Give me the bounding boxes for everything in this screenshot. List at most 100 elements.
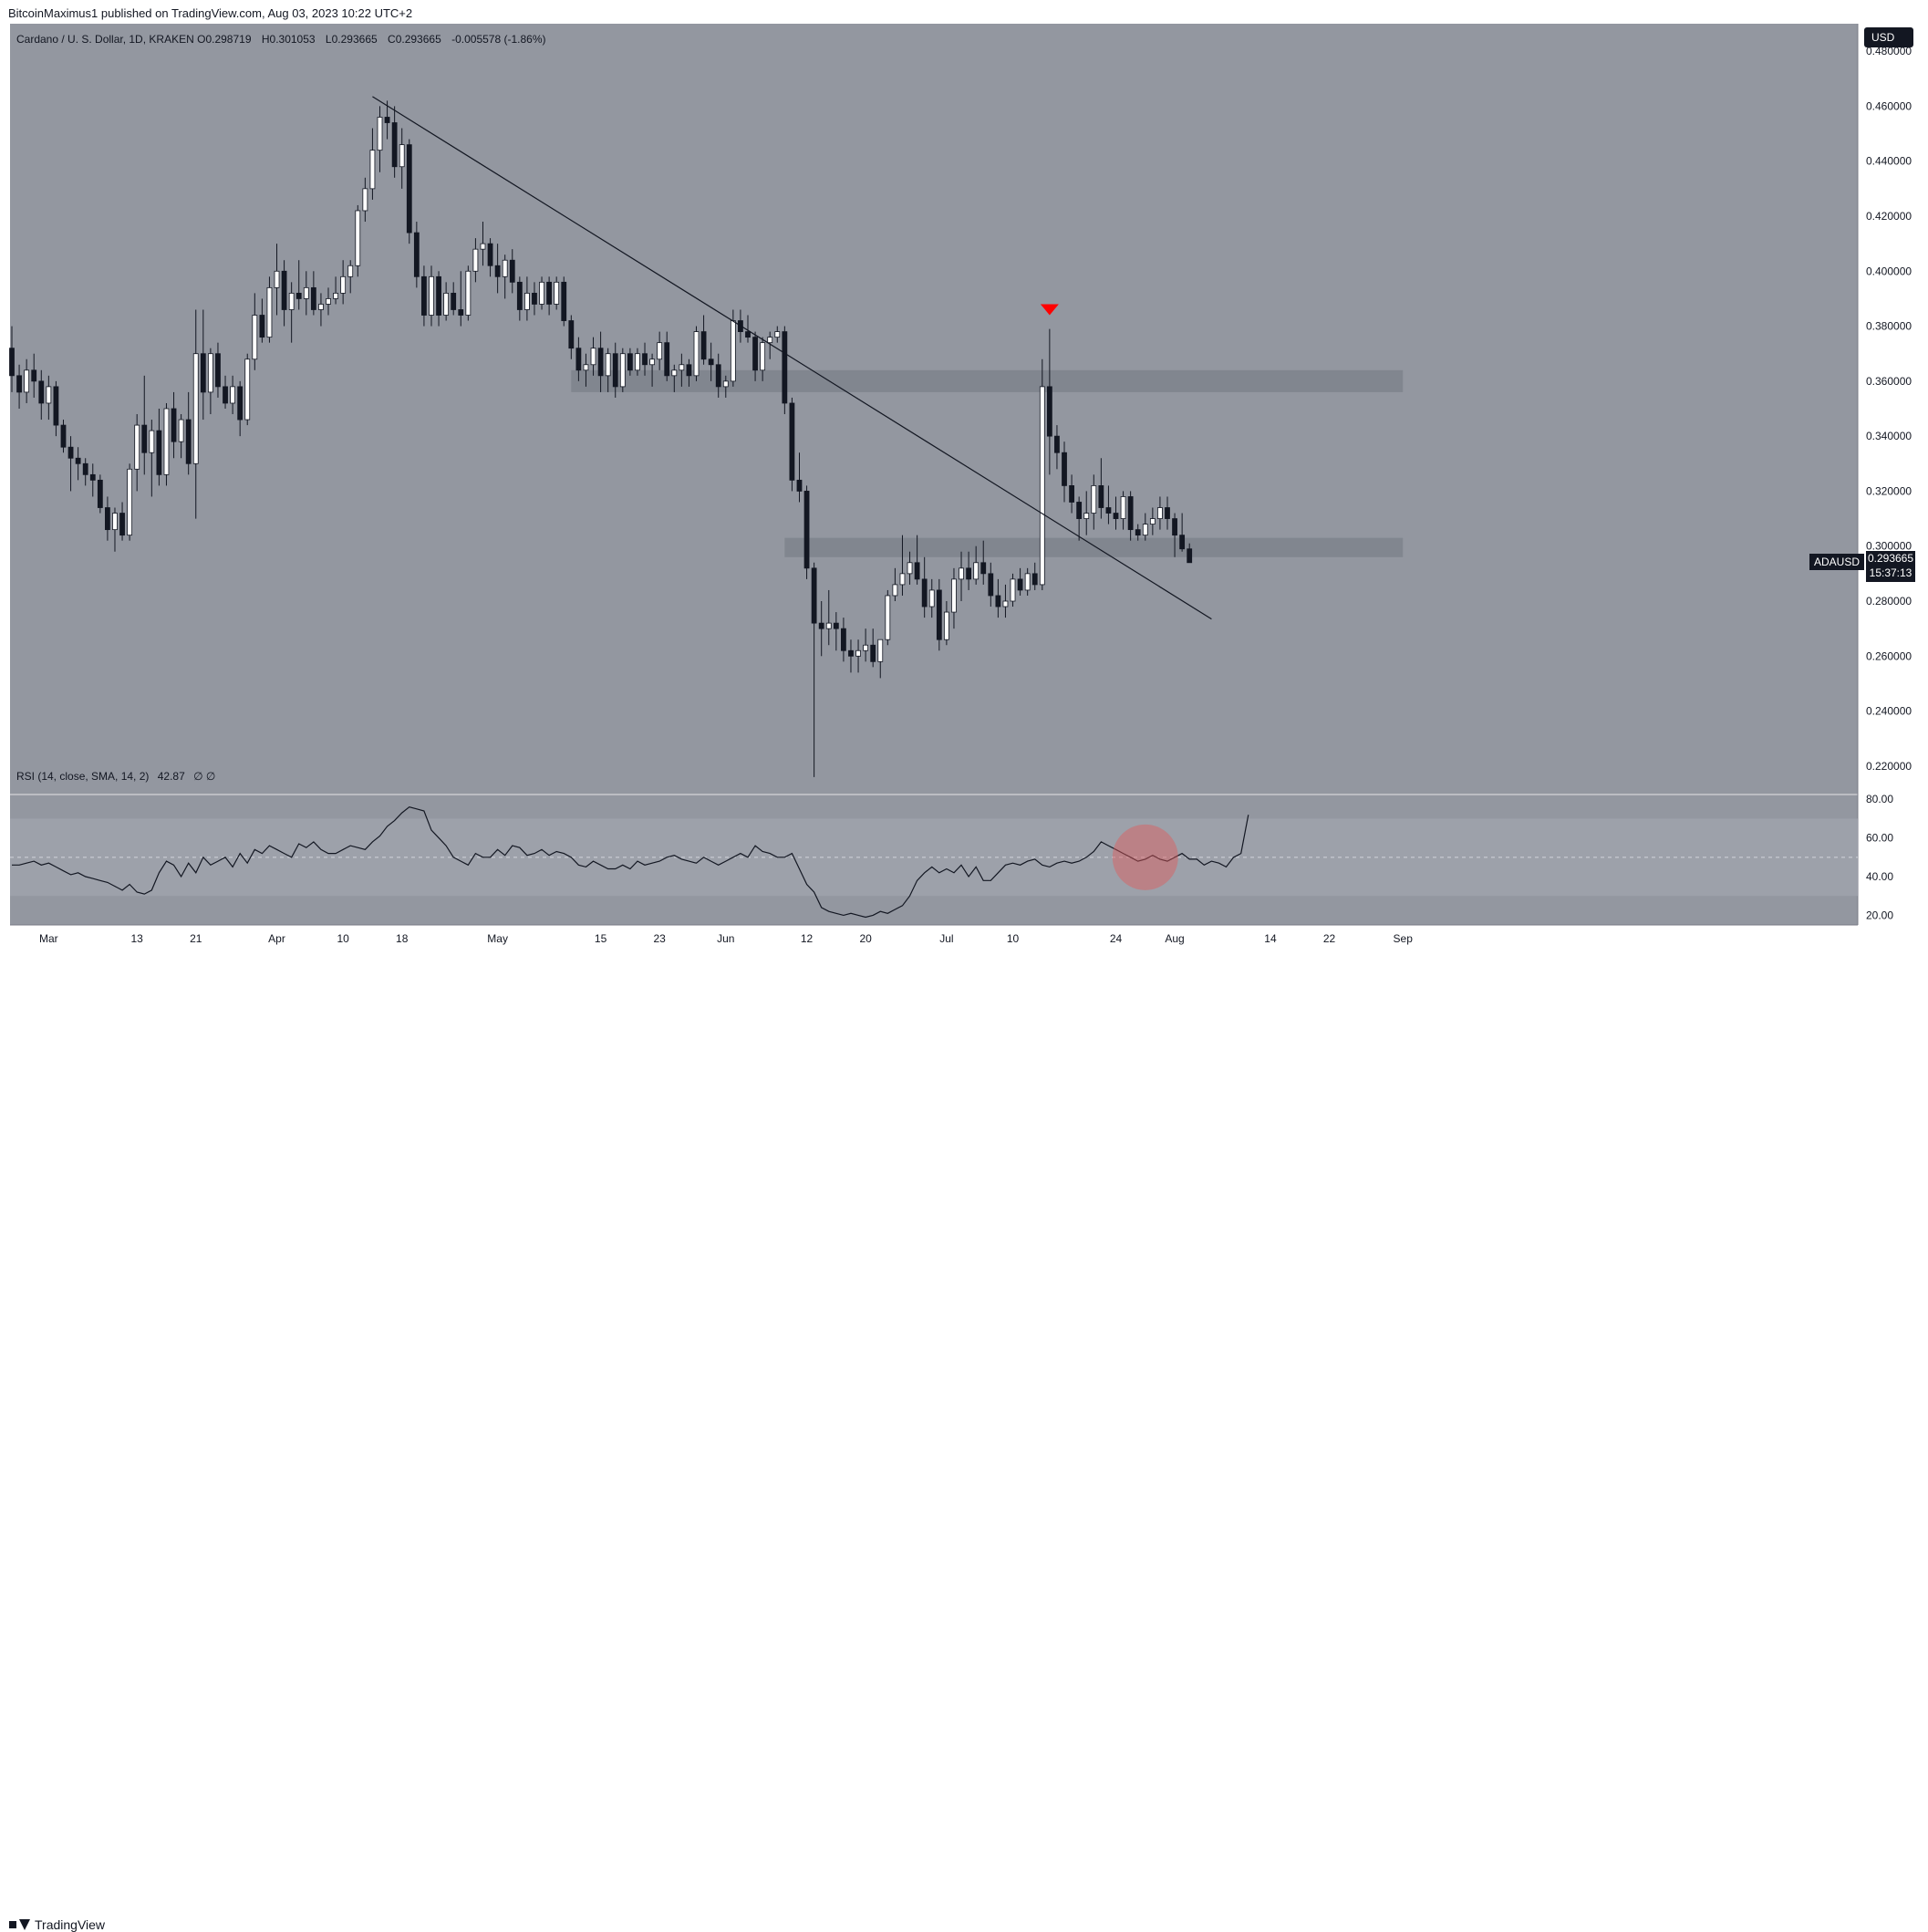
candle-body [244, 358, 251, 421]
candle [760, 337, 766, 381]
candle-body [163, 408, 170, 475]
rsi-tick-label: 40.00 [1866, 870, 1893, 883]
candle [340, 260, 347, 305]
candle-body [502, 259, 508, 277]
candle [369, 128, 376, 200]
candle-body [1002, 600, 1009, 608]
candle-body [760, 342, 766, 371]
candle-body [149, 430, 155, 453]
candle [988, 562, 994, 608]
candle-body [9, 348, 15, 377]
candle-body [546, 281, 553, 305]
candle [413, 222, 420, 288]
candle-body [75, 457, 81, 464]
candle [458, 271, 464, 327]
candle [708, 342, 714, 381]
price-tick-label: 0.360000 [1866, 375, 1912, 388]
candle [185, 391, 192, 475]
candle [399, 128, 405, 189]
candle [597, 331, 604, 392]
candle [53, 380, 59, 437]
candle [391, 106, 398, 178]
candle [943, 601, 949, 646]
candle [288, 282, 295, 343]
candle-body [959, 567, 964, 580]
candle [590, 337, 596, 376]
candle-body [936, 589, 942, 640]
candle-body [31, 369, 37, 382]
candle [89, 463, 96, 497]
rsi-tick-label: 60.00 [1866, 832, 1893, 845]
candle-body [612, 353, 618, 388]
candle [127, 463, 133, 541]
candle-body [767, 337, 773, 344]
published-header: BitcoinMaximus1 published on TradingView… [0, 0, 1928, 24]
candle-body [127, 468, 133, 536]
candle [561, 276, 567, 327]
candle [141, 375, 148, 475]
time-tick-label: May [487, 932, 508, 945]
candle-body [1149, 518, 1156, 525]
candle-body [796, 479, 803, 492]
rsi-tick-label: 80.00 [1866, 793, 1893, 805]
candle [237, 380, 244, 437]
time-tick-label: 21 [190, 932, 202, 945]
candle [516, 276, 523, 321]
high-key: H [261, 33, 270, 46]
candle-body [377, 117, 383, 151]
ohlc-values: O0.298719 H0.301053 L0.293665 C0.293665 … [197, 33, 545, 46]
candle [619, 348, 626, 392]
candle-body [635, 353, 640, 371]
candle [215, 342, 221, 398]
rsi-plot: 80.00 60.00 40.00 20.00 [10, 793, 1893, 921]
price-tick-label: 0.480000 [1866, 45, 1912, 57]
rsi-legend[interactable]: RSI (14, close, SMA, 14, 2) 42.87 ∅ ∅ [16, 770, 215, 783]
tradingview-icon [9, 1919, 30, 1930]
candle-body [134, 424, 140, 470]
symbol-legend[interactable]: Cardano / U. S. Dollar, 1D, KRAKEN O0.29… [16, 33, 546, 46]
candle-body [185, 419, 192, 464]
high-value: 0.301053 [269, 33, 316, 46]
price-chart[interactable]: 0.480000 0.460000 0.440000 0.420000 0.400000… [0, 0, 1928, 954]
candle [421, 265, 427, 327]
candle-body [722, 380, 729, 388]
candle-body [657, 342, 663, 360]
candle-body [1172, 518, 1177, 536]
candle-body [89, 473, 96, 481]
candle [1172, 513, 1177, 557]
candle [465, 265, 472, 321]
candle [480, 222, 486, 266]
candle [959, 551, 964, 601]
candle-body [642, 353, 648, 366]
candle [818, 601, 824, 657]
candle [1002, 584, 1009, 618]
candle-body [413, 232, 420, 277]
candle [966, 551, 971, 590]
time-tick-label: Apr [268, 932, 285, 945]
candle-body [575, 348, 582, 371]
candle-body [1039, 386, 1045, 586]
candle-body [870, 644, 876, 662]
candle [664, 331, 670, 381]
candle-body [848, 649, 854, 657]
candle [266, 276, 273, 343]
candle-body [1062, 452, 1067, 486]
candle-body [1165, 507, 1170, 519]
candle [825, 589, 832, 646]
close-value: 0.293665 [395, 33, 441, 46]
time-tick-label: 24 [1110, 932, 1123, 945]
currency-button[interactable]: USD [1864, 27, 1913, 47]
candle-body [907, 562, 913, 575]
candle [149, 420, 155, 497]
price-tick-label: 0.380000 [1866, 320, 1912, 333]
rsi-line [12, 806, 1249, 919]
time-tick-label: 15 [595, 932, 607, 945]
candle-body [509, 259, 515, 283]
candle-body [207, 353, 213, 393]
candle-body [97, 479, 103, 508]
brand-name: TradingView [35, 1917, 106, 1932]
candle-body [429, 275, 434, 316]
tradingview-logo[interactable]: TradingView [9, 1917, 105, 1932]
candle-body [774, 331, 781, 338]
candle [377, 106, 383, 172]
